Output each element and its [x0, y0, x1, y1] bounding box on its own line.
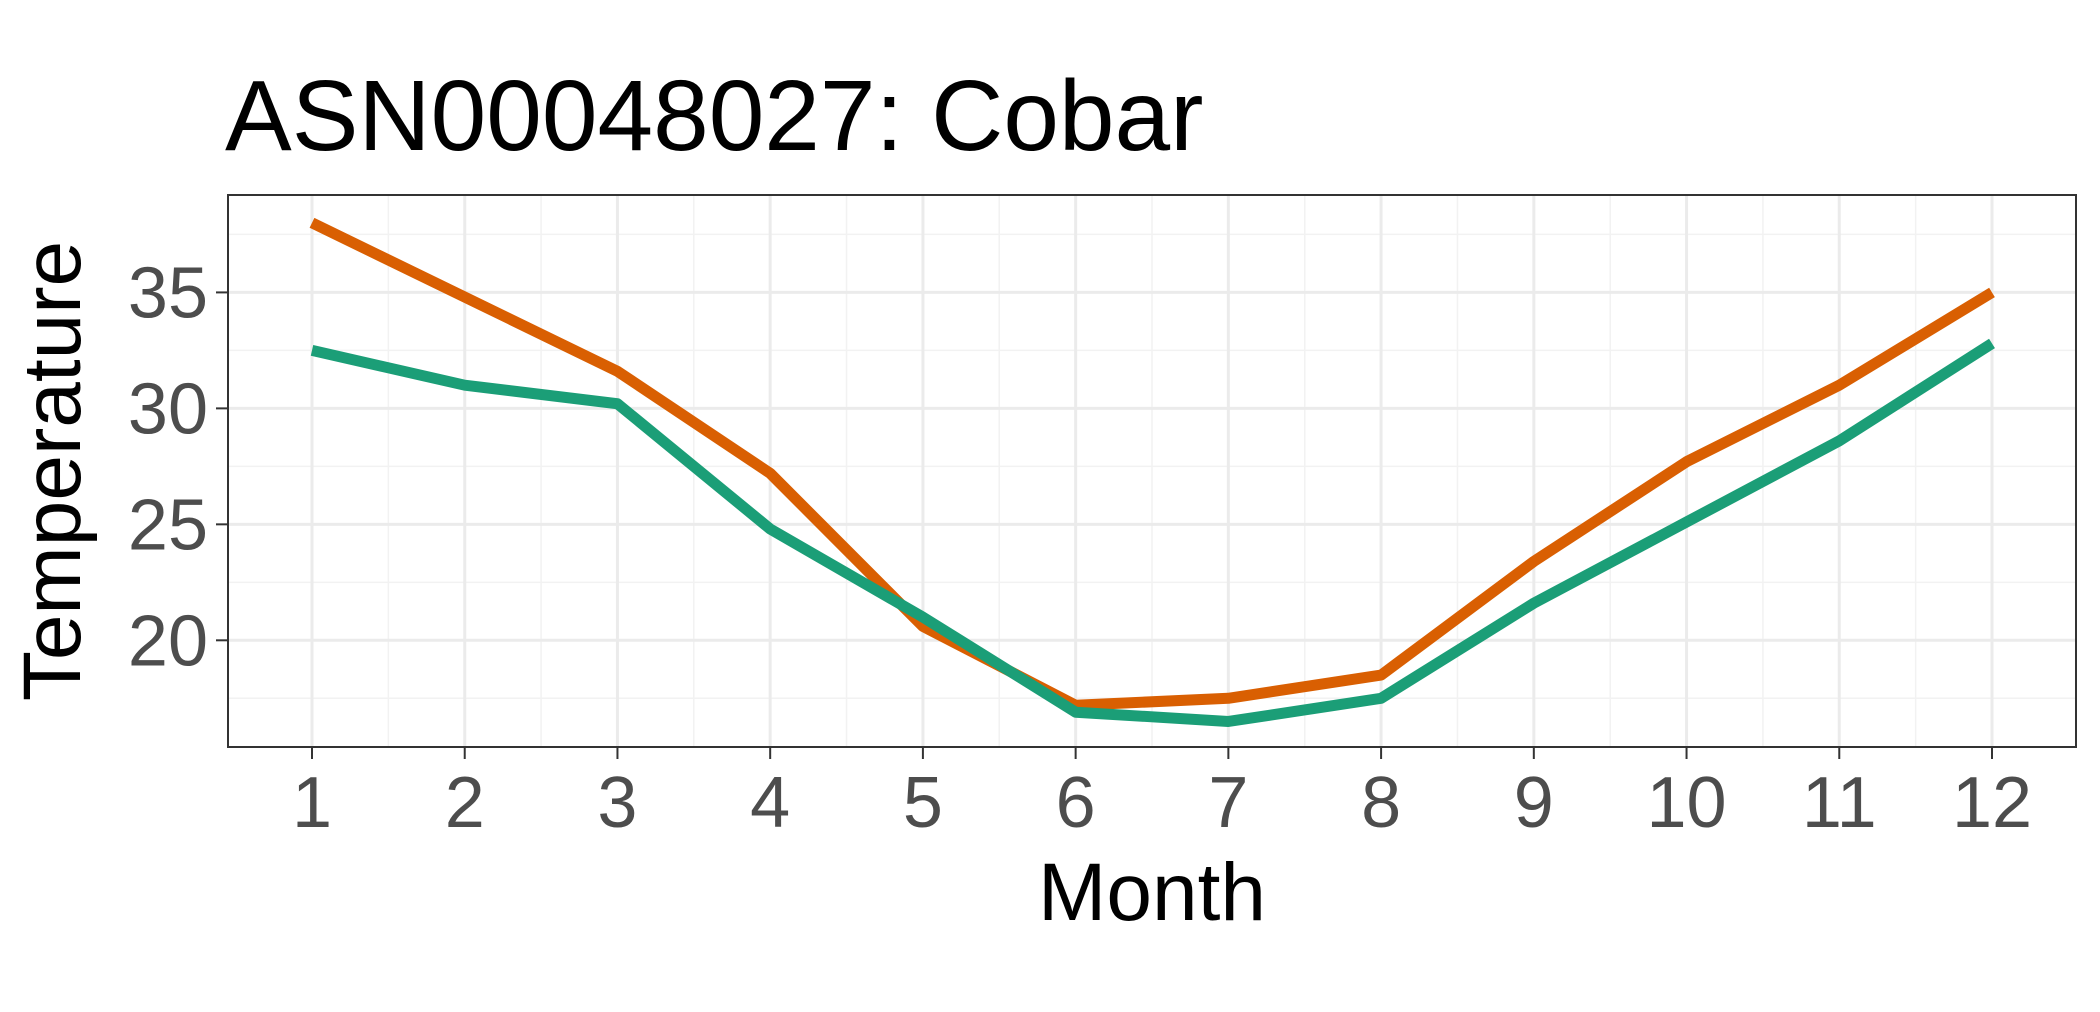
y-axis: 20 25 30 35: [128, 253, 228, 681]
x-tick-label: 6: [1056, 763, 1096, 843]
grid-minor: [228, 195, 2076, 747]
x-tick-label: 12: [1952, 763, 2032, 843]
x-tick-label: 3: [597, 763, 637, 843]
series-line-1: [309, 217, 1995, 711]
x-tick-label: 4: [750, 763, 790, 843]
x-axis-title: Month: [1038, 847, 1266, 938]
plot-border: [227, 194, 2077, 748]
y-tick-label: 20: [128, 601, 208, 681]
x-tick-label: 8: [1361, 763, 1401, 843]
x-tick-label: 2: [445, 763, 485, 843]
chart-title: ASN00048027: Cobar: [225, 60, 1203, 172]
series-line-2: [310, 338, 1995, 727]
y-tick-label: 25: [128, 485, 208, 565]
x-tick-label: 11: [1802, 763, 1877, 843]
x-tick-label: 10: [1646, 763, 1726, 843]
x-tick-label: 7: [1208, 763, 1248, 843]
y-axis-title: Temperature: [7, 241, 98, 701]
series-layer: [309, 217, 1995, 727]
x-tick-label: 9: [1514, 763, 1554, 843]
x-axis: 1 2 3 4 5 6 7 8 9 10 11 12: [292, 747, 2032, 843]
y-tick-label: 35: [128, 253, 208, 333]
x-tick-label: 1: [292, 763, 332, 843]
y-tick-label: 30: [128, 369, 208, 449]
x-tick-label: 5: [903, 763, 943, 843]
grid-major: [228, 195, 2076, 747]
